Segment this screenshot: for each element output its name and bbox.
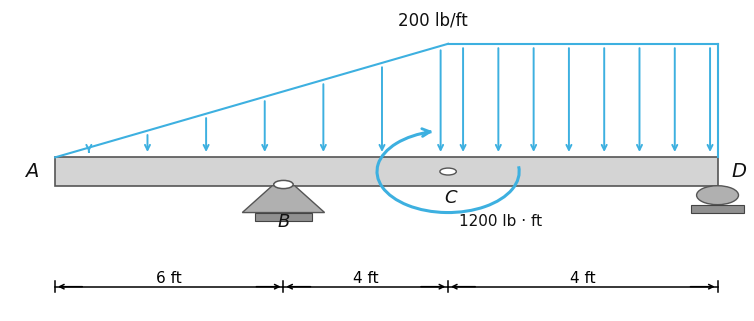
Circle shape <box>274 180 293 189</box>
Text: D: D <box>731 162 746 181</box>
Text: 4 ft: 4 ft <box>353 271 379 286</box>
Polygon shape <box>242 186 325 213</box>
Text: 1200 lb · ft: 1200 lb · ft <box>459 214 542 229</box>
FancyBboxPatch shape <box>55 157 718 186</box>
Text: B: B <box>277 213 290 231</box>
Text: C: C <box>444 189 457 207</box>
Text: 200 lb/ft: 200 lb/ft <box>398 12 468 30</box>
FancyBboxPatch shape <box>256 213 311 221</box>
Ellipse shape <box>697 186 738 205</box>
Text: 6 ft: 6 ft <box>156 271 182 286</box>
Circle shape <box>440 168 456 175</box>
Text: 4 ft: 4 ft <box>570 271 596 286</box>
Text: A: A <box>26 162 38 181</box>
FancyBboxPatch shape <box>691 205 743 213</box>
